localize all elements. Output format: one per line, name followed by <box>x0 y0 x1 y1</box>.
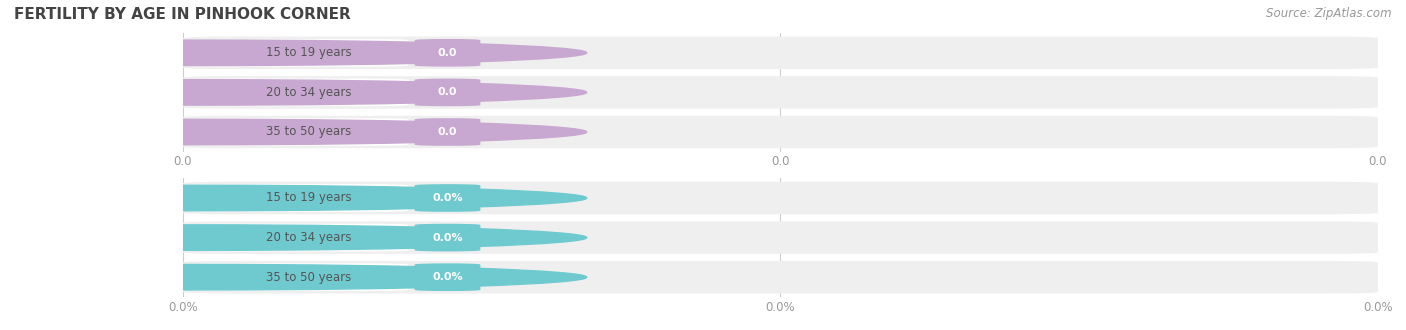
Text: 20 to 34 years: 20 to 34 years <box>266 231 352 244</box>
Circle shape <box>0 185 586 211</box>
Text: 0.0%: 0.0% <box>432 272 463 282</box>
Text: FERTILITY BY AGE IN PINHOOK CORNER: FERTILITY BY AGE IN PINHOOK CORNER <box>14 7 352 21</box>
FancyBboxPatch shape <box>415 184 481 212</box>
Text: 15 to 19 years: 15 to 19 years <box>266 46 352 59</box>
FancyBboxPatch shape <box>415 79 481 106</box>
Text: 0.0: 0.0 <box>437 127 457 137</box>
FancyBboxPatch shape <box>415 263 481 291</box>
FancyBboxPatch shape <box>415 224 481 251</box>
Text: 15 to 19 years: 15 to 19 years <box>266 191 352 205</box>
FancyBboxPatch shape <box>187 79 409 106</box>
Circle shape <box>0 264 586 290</box>
Text: 0.0: 0.0 <box>770 155 790 168</box>
FancyBboxPatch shape <box>183 261 1378 293</box>
Circle shape <box>0 40 586 66</box>
FancyBboxPatch shape <box>187 184 409 212</box>
Text: 0.0: 0.0 <box>173 155 193 168</box>
Text: 0.0%: 0.0% <box>432 233 463 243</box>
FancyBboxPatch shape <box>187 39 409 67</box>
FancyBboxPatch shape <box>415 39 481 67</box>
Text: 0.0%: 0.0% <box>432 193 463 203</box>
Text: 35 to 50 years: 35 to 50 years <box>266 271 352 284</box>
FancyBboxPatch shape <box>187 263 409 291</box>
Text: 0.0: 0.0 <box>437 87 457 97</box>
Text: 35 to 50 years: 35 to 50 years <box>266 125 352 139</box>
FancyBboxPatch shape <box>183 76 1378 109</box>
Text: Source: ZipAtlas.com: Source: ZipAtlas.com <box>1267 7 1392 19</box>
Text: 0.0: 0.0 <box>437 48 457 58</box>
FancyBboxPatch shape <box>183 221 1378 254</box>
FancyBboxPatch shape <box>187 224 409 251</box>
FancyBboxPatch shape <box>187 118 409 146</box>
Circle shape <box>0 225 586 250</box>
FancyBboxPatch shape <box>183 116 1378 148</box>
FancyBboxPatch shape <box>183 182 1378 214</box>
FancyBboxPatch shape <box>415 118 481 146</box>
Circle shape <box>0 119 586 145</box>
Text: 20 to 34 years: 20 to 34 years <box>266 86 352 99</box>
FancyBboxPatch shape <box>183 37 1378 69</box>
Text: 0.0: 0.0 <box>1368 155 1388 168</box>
Circle shape <box>0 80 586 105</box>
